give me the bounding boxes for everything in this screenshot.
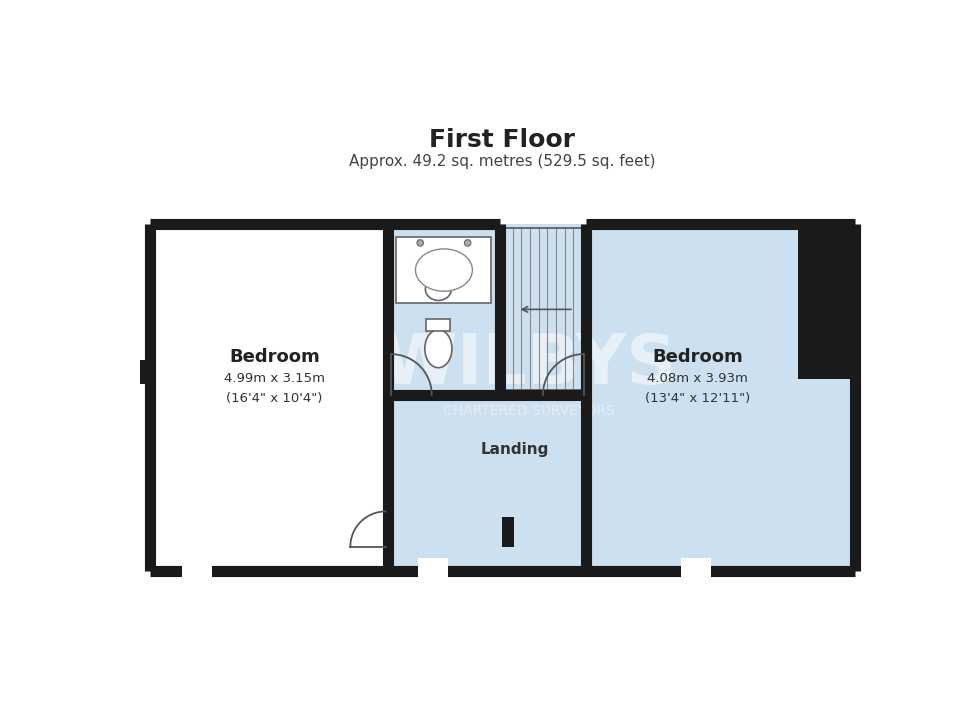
Bar — [182, 558, 212, 579]
Bar — [426, 320, 450, 331]
Circle shape — [416, 240, 423, 246]
Bar — [418, 558, 448, 579]
Text: (13'4" x 12'11"): (13'4" x 12'11") — [645, 392, 750, 405]
Bar — [681, 558, 711, 579]
Bar — [397, 238, 491, 303]
Ellipse shape — [416, 249, 472, 291]
Bar — [388, 224, 500, 395]
Bar — [502, 517, 514, 547]
Ellipse shape — [425, 278, 452, 300]
Bar — [586, 224, 855, 571]
Bar — [140, 360, 150, 384]
Text: WILBYS: WILBYS — [381, 332, 677, 399]
Bar — [150, 224, 388, 571]
Text: Bedroom: Bedroom — [652, 348, 743, 366]
Text: CHARTERED SURVEYORS: CHARTERED SURVEYORS — [443, 404, 615, 418]
Text: 4.99m x 3.15m: 4.99m x 3.15m — [223, 372, 325, 385]
Bar — [798, 224, 855, 379]
Circle shape — [465, 240, 471, 246]
Text: Landing: Landing — [480, 441, 549, 456]
Text: 4.08m x 3.93m: 4.08m x 3.93m — [647, 372, 748, 385]
Bar — [388, 395, 586, 571]
Text: First Floor: First Floor — [429, 128, 575, 152]
Ellipse shape — [424, 330, 452, 367]
Bar — [500, 224, 586, 395]
Text: Approx. 49.2 sq. metres (529.5 sq. feet): Approx. 49.2 sq. metres (529.5 sq. feet) — [349, 154, 656, 169]
Text: (16'4" x 10'4"): (16'4" x 10'4") — [226, 392, 322, 405]
Text: Bedroom: Bedroom — [229, 348, 319, 366]
